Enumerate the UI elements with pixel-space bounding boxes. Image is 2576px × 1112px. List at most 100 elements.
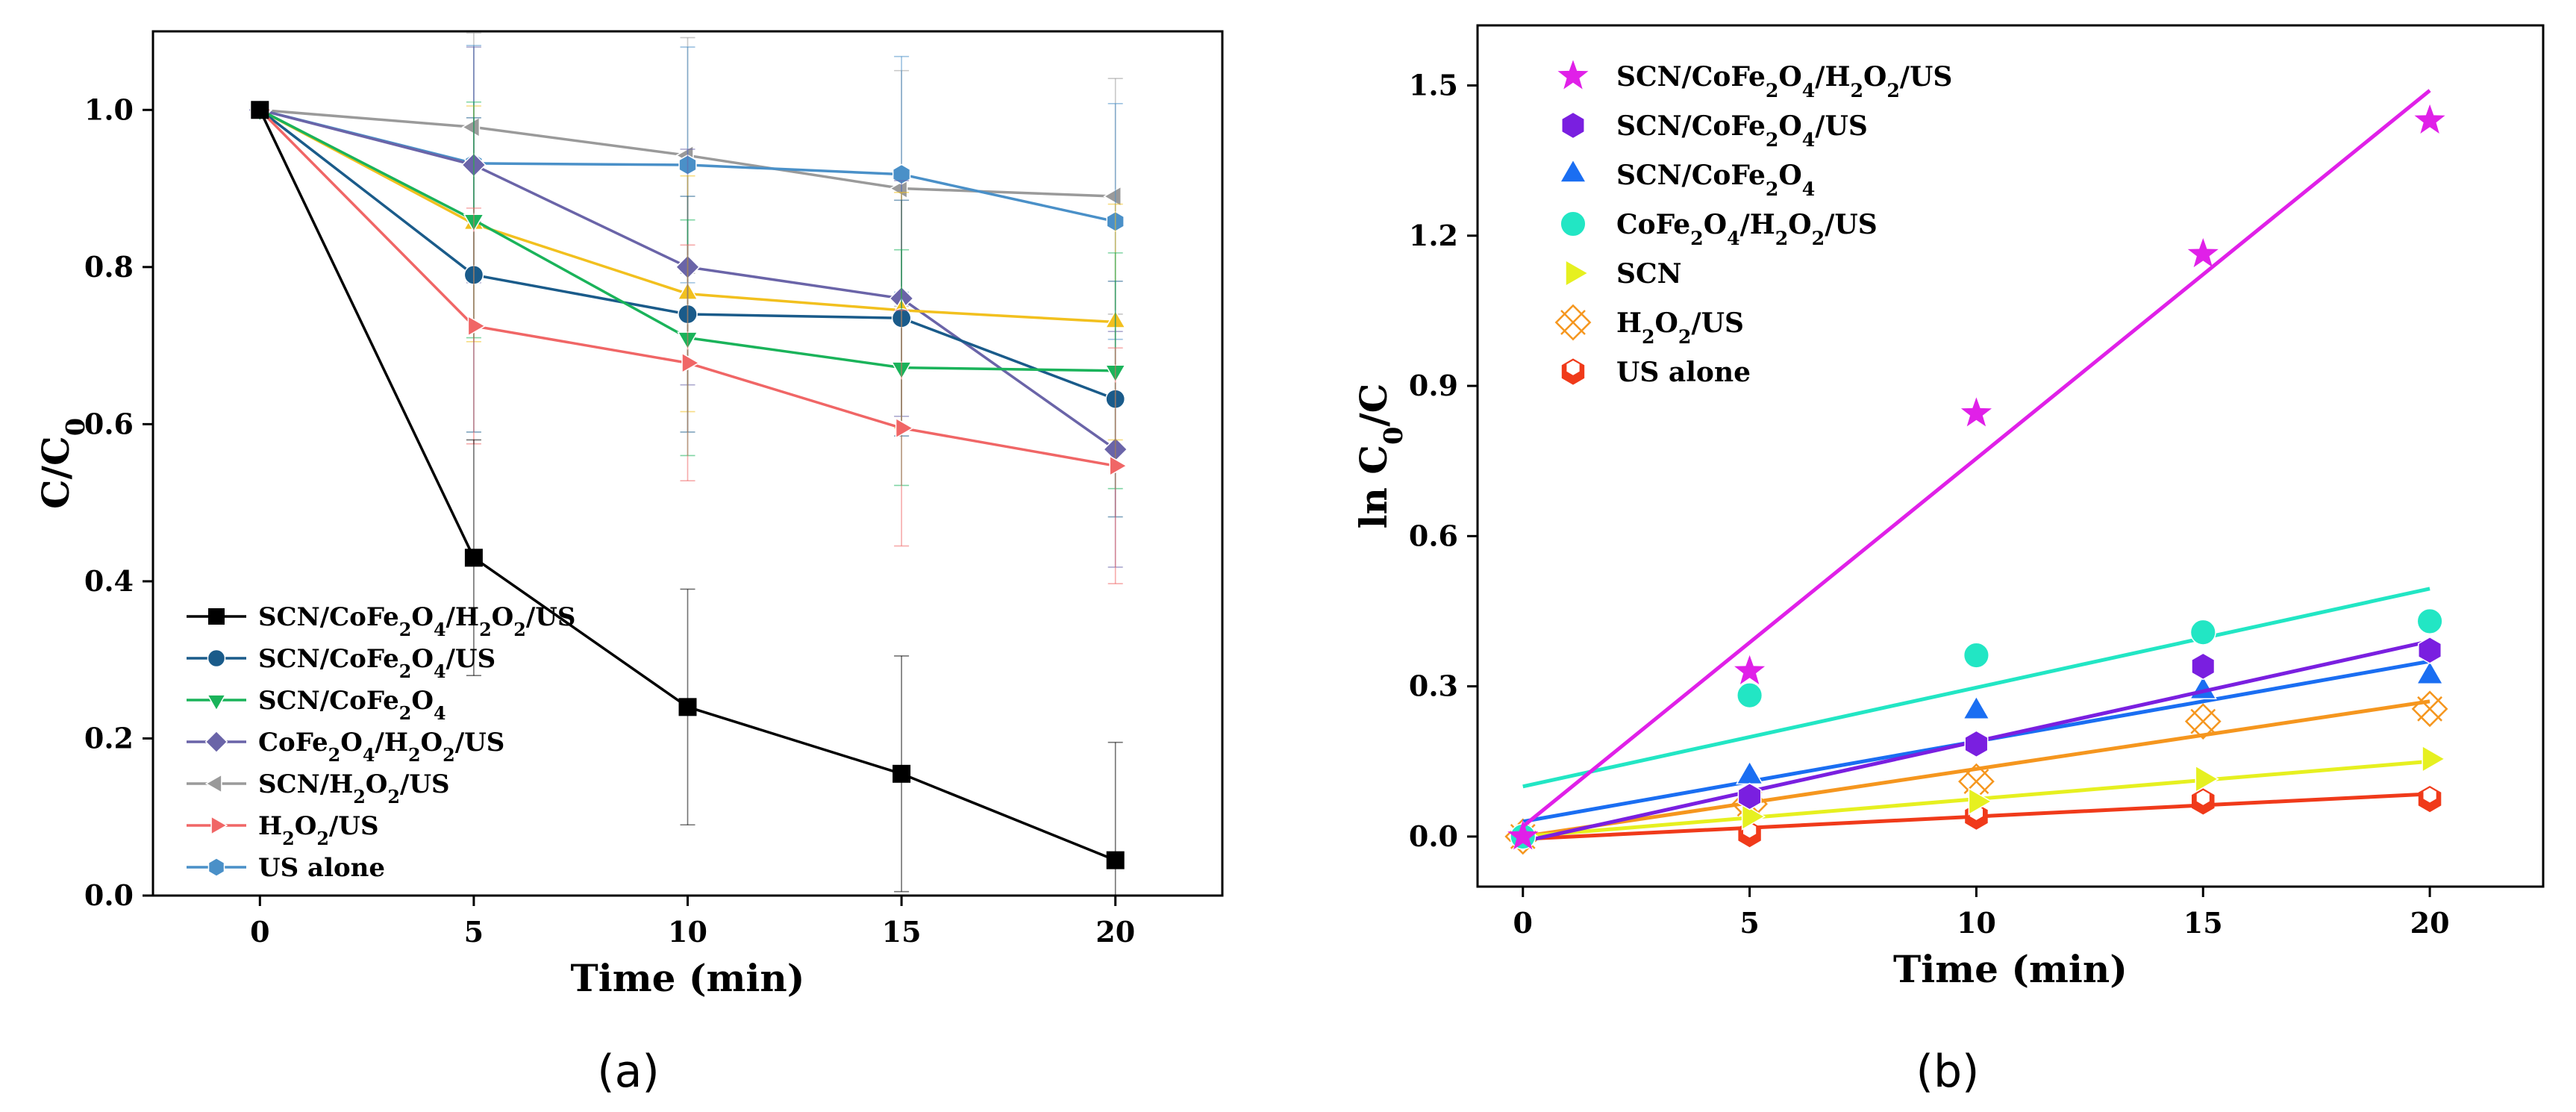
panel-b-legend-label-part: /US [1691,307,1744,339]
panel-b-y-tick-label: 1.5 [1409,69,1458,102]
panel-b-legend-label-part: /H [1740,209,1775,240]
panel-b-point [2192,788,2215,815]
panel-b-legend-item: CoFe2O4/H2O2/US [1560,209,1878,249]
panel-a-legend-label-part: O [492,602,514,632]
panel-a-y-tick-label: 0.8 [84,250,134,284]
panel-b-legend-item: H2O2/US [1554,304,1744,348]
panel-b-legend-item: SCN/CoFe2O4/US [1561,110,1868,151]
panel-b-point [2418,786,2442,813]
panel-b-legend-label-subscript: 2 [1678,325,1692,348]
panel-b-legend-label-part: SCN/CoFe [1616,160,1766,191]
panel-a-legend-label-subscript: 4 [434,703,446,724]
panel-b-point [2418,636,2442,664]
panel-b-label: (b) [1916,1046,1980,1098]
panel-a-legend-label-part: /H [375,728,408,758]
panel-b-legend-label-part: SCN/CoFe [1616,61,1766,93]
panel-a-legend-marker [206,694,227,712]
panel-a-legend-label-part: SCN/CoFe [258,602,399,632]
panel-a-legend-label-subscript: 2 [387,787,400,808]
panel-b-legend-label: SCN/CoFe2O4/H2O2/US [1616,61,1952,101]
panel-b-point [2191,652,2216,681]
panel-b-x-tick-label: 15 [2183,906,2223,940]
panel-b-legend-label-part: US alone [1616,357,1751,388]
panel-a-legend-label-part: /US [446,644,496,674]
panel-a-point [892,764,911,783]
panel-b-legend-label-part: /US [1900,61,1953,93]
panel-b-legend-label-part: O [1778,160,1801,191]
panel-b-point [2411,690,2448,728]
panel-a-legend-item: SCN/CoFe2O4/US [187,644,495,682]
panel-b-point-cap [2196,790,2210,805]
panel-a-legend-item: SCN/H2O2/US [187,769,450,808]
panel-b-legend-label-subscript: 2 [1642,325,1655,348]
panel-a-legend-item: CoFe2O4/H2O2/US [187,728,504,766]
panel-a-legend-label-subscript: 2 [399,703,412,724]
panel-b-point [1968,787,1992,816]
panel-a-x-tick-label: 20 [1095,915,1135,949]
panel-a-legend-label-part: O [295,811,317,841]
panel-b-legend-marker [1559,158,1587,183]
panel-b-legend-item: SCN/CoFe2O4 [1559,158,1816,200]
panel-b-point [1734,655,1766,684]
panel-a-legend-marker [208,608,225,625]
panel-a-legend-label-part: /US [329,811,379,841]
panel-b-legend-item: SCN [1565,258,1682,290]
panel-a-x-axis-label: Time (min) [571,956,805,1000]
panel-b-x-tick-label: 20 [2410,906,2450,940]
panel-a-legend-label-part: O [411,644,434,674]
panel-a-legend-label-part: SCN/CoFe [258,686,399,716]
panel-a-legend-marker [204,773,222,794]
panel-a-legend-marker [204,730,228,754]
panel-a-point [1103,185,1122,207]
panel-b-point [1737,782,1762,810]
panel-a-y-tick-label: 1.0 [84,93,134,126]
panel-b-legend-label-subscript: 2 [1812,227,1825,249]
panel-a-point [1109,455,1128,477]
panel-a-legend-label-part: O [421,728,443,758]
panel-a-x-tick-label: 15 [882,915,922,949]
panel-b-legend-label-subscript: 2 [1766,178,1779,200]
panel-b-legend-label-part: O [1788,209,1811,240]
panel-b-point-cross-b [2417,696,2442,722]
panel-b-series-cofe2o4-h2o2-us [1510,587,2443,850]
panel-a-legend-label-part: US alone [258,853,385,883]
panel-b-legend-label-part: O [1704,209,1727,240]
panel-a-legend-marker [210,815,228,836]
panel-b-legend-marker [1561,358,1585,385]
panel-a-point [251,101,269,119]
panel-b-point-cross-b [2190,708,2216,734]
panel-b-legend-marker [1557,60,1589,90]
panel-b-point [1964,730,1989,758]
panel-a-point [895,417,914,439]
panel-a-legend-label-subscript: 2 [443,745,455,766]
panel-b-legend-label: CoFe2O4/H2O2/US [1616,209,1878,249]
panel-a-y-axis-label-subscript: 0 [60,418,91,436]
panel-b-point [1741,802,1766,831]
panel-a-legend-item: SCN/CoFe2O4/H2O2/US [187,602,575,640]
panel-b-legend-label-part: O [1863,61,1886,93]
panel-a-x-tick-label: 5 [464,915,484,949]
panel-a-legend-marker [207,858,225,877]
panel-b-point [2422,745,2446,773]
panel-a-legend-label-subscript: 2 [479,619,492,640]
panel-b-legend-label-subscript: 4 [1802,178,1816,200]
panel-a-x-tick-label: 10 [668,915,707,949]
panel-b-legend-label-subscript: 4 [1802,128,1816,151]
panel-b-legend-label-subscript: 2 [1886,79,1900,101]
panel-b-point [2187,238,2219,268]
panel-b-legend-marker [1561,111,1585,140]
panel-a-y-axis-label-main: C/C [34,436,78,509]
panel-b-point [1507,820,1539,850]
panel-b-legend-label-part: CoFe [1616,209,1690,240]
panel-a-point [1106,851,1125,869]
panel-a-legend-label-subscript: 2 [328,745,341,766]
panel-a-point [467,315,487,337]
panel-a-legend-label-part: /H [446,602,480,632]
panel-b-legend-label-part: /US [1825,209,1878,240]
panel-a-legend-label: SCN/CoFe2O4/US [258,644,495,682]
panel-b-legend-label-subscript: 2 [1766,79,1779,101]
panel-b-legend-item: SCN/CoFe2O4/H2O2/US [1557,60,1952,101]
